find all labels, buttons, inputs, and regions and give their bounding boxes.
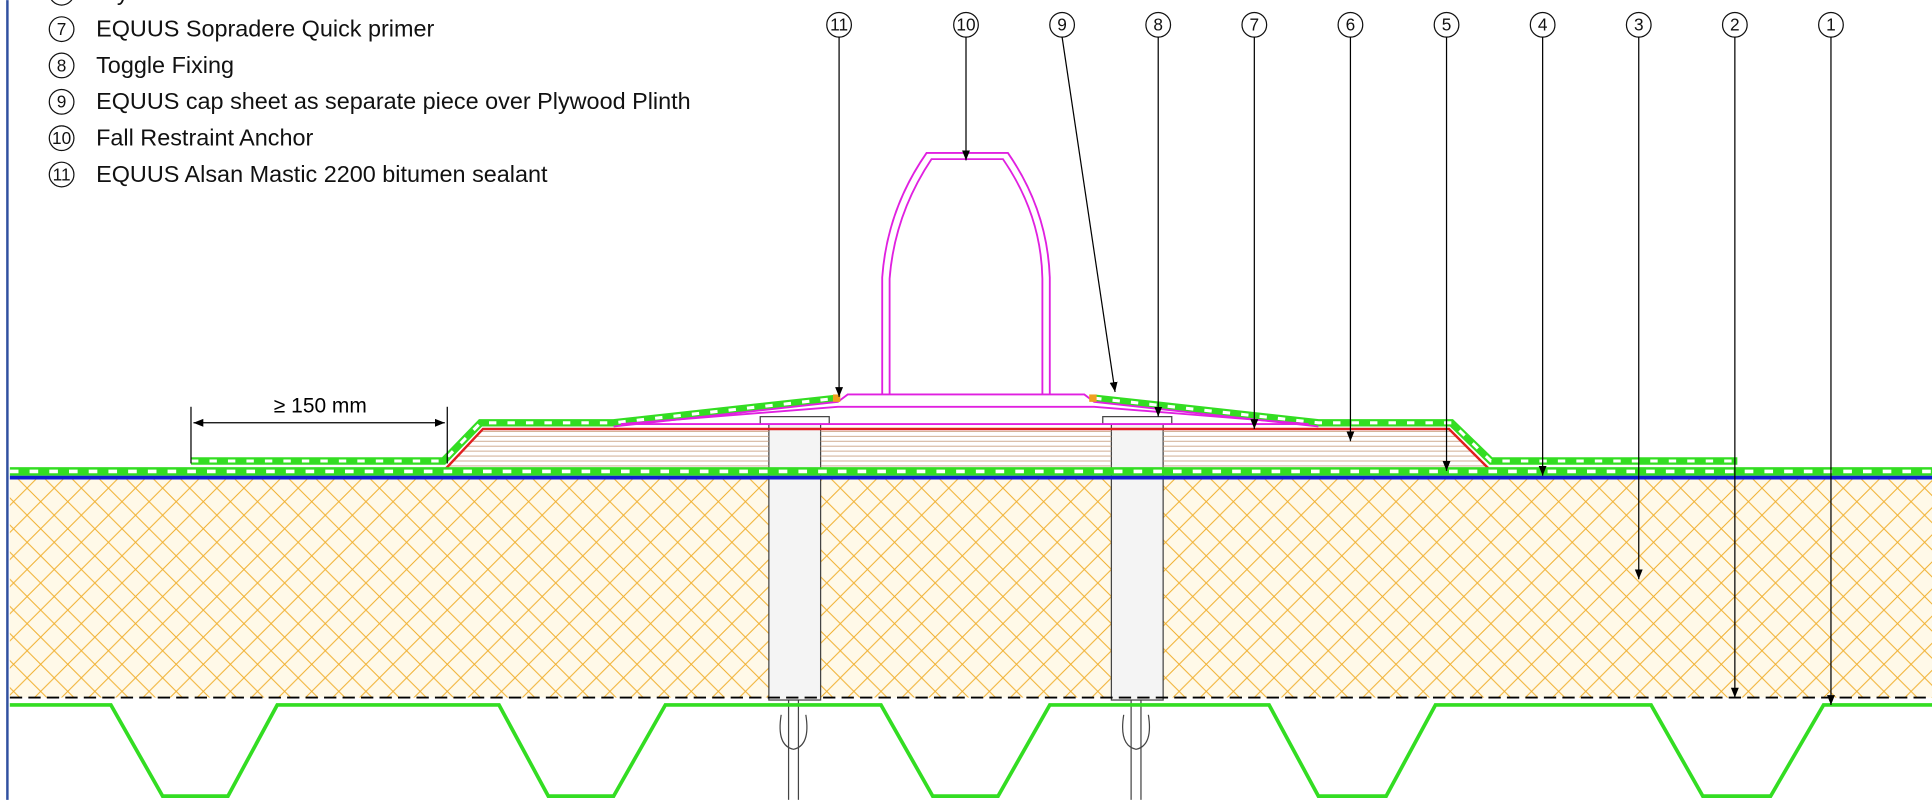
legend-text: EQUUS Sopradere Quick primer: [96, 16, 434, 42]
metal-deck: [9, 703, 1932, 798]
legend-marker: [48, 161, 75, 188]
dimension: [190, 406, 448, 464]
callout-number: 11: [830, 15, 848, 35]
legend-number: 6: [57, 0, 67, 3]
callout-number: 2: [1730, 15, 1740, 35]
legend-text: EQUUS cap sheet as separate piece over P…: [96, 88, 691, 114]
base-membrane: [9, 467, 1932, 476]
legend-marker: [48, 125, 75, 152]
callout-number: 1: [1826, 15, 1836, 35]
callout-number: 10: [956, 15, 975, 35]
anchor: [613, 152, 1319, 428]
legend-text: Fall Restraint Anchor: [96, 125, 313, 151]
insulation: [9, 479, 1932, 698]
dimension-label: ≥ 150 mm: [274, 394, 367, 417]
callout-number: 8: [1153, 15, 1163, 35]
legend-marker: [50, 0, 73, 6]
legend-marker: [48, 16, 75, 43]
legend-text: Plywood Plinth: [96, 0, 250, 5]
callout-number: 5: [1442, 15, 1452, 35]
callout-number: 3: [1634, 15, 1644, 35]
legend-number: 8: [57, 55, 67, 75]
legend-marker: [48, 88, 75, 115]
legend-text: Toggle Fixing: [96, 52, 234, 78]
legend-number: 7: [57, 19, 67, 39]
legend-text: EQUUS Alsan Mastic 2200 bitumen sealant: [96, 161, 548, 187]
legend-number: 9: [57, 92, 67, 112]
callout-number: 9: [1057, 15, 1067, 35]
plinth: [445, 427, 1490, 470]
callout-number: 7: [1250, 15, 1260, 35]
callout-number: 4: [1538, 15, 1548, 35]
legend-marker: [48, 52, 75, 79]
legend-number: 11: [53, 164, 71, 184]
legend-number: 10: [52, 128, 71, 148]
callout-number: 6: [1346, 15, 1356, 35]
leader-arrow: [1061, 37, 1118, 393]
